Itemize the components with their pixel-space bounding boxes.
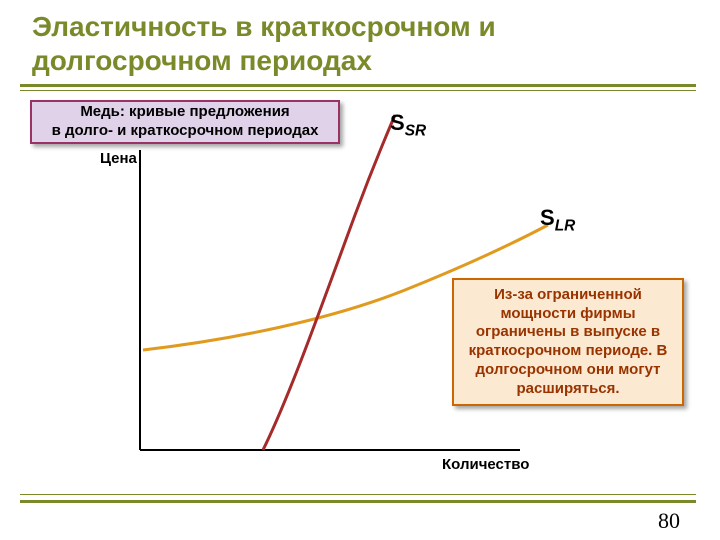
slide: Эластичность в краткосрочном и долгосроч… bbox=[0, 0, 720, 540]
page-number: 80 bbox=[658, 508, 680, 534]
note-text: Из-за ограниченной мощности фирмы ограни… bbox=[462, 286, 674, 399]
label-ssr-base: S bbox=[390, 110, 405, 135]
label-slr: SLR bbox=[540, 205, 575, 235]
label-slr-sub: LR bbox=[555, 217, 576, 234]
label-ssr: SSR bbox=[390, 110, 426, 140]
chart-canvas bbox=[0, 0, 720, 540]
label-slr-base: S bbox=[540, 205, 555, 230]
note-box: Из-за ограниченной мощности фирмы ограни… bbox=[452, 278, 684, 406]
label-ssr-sub: SR bbox=[405, 122, 426, 139]
curve-ssr bbox=[263, 115, 395, 450]
